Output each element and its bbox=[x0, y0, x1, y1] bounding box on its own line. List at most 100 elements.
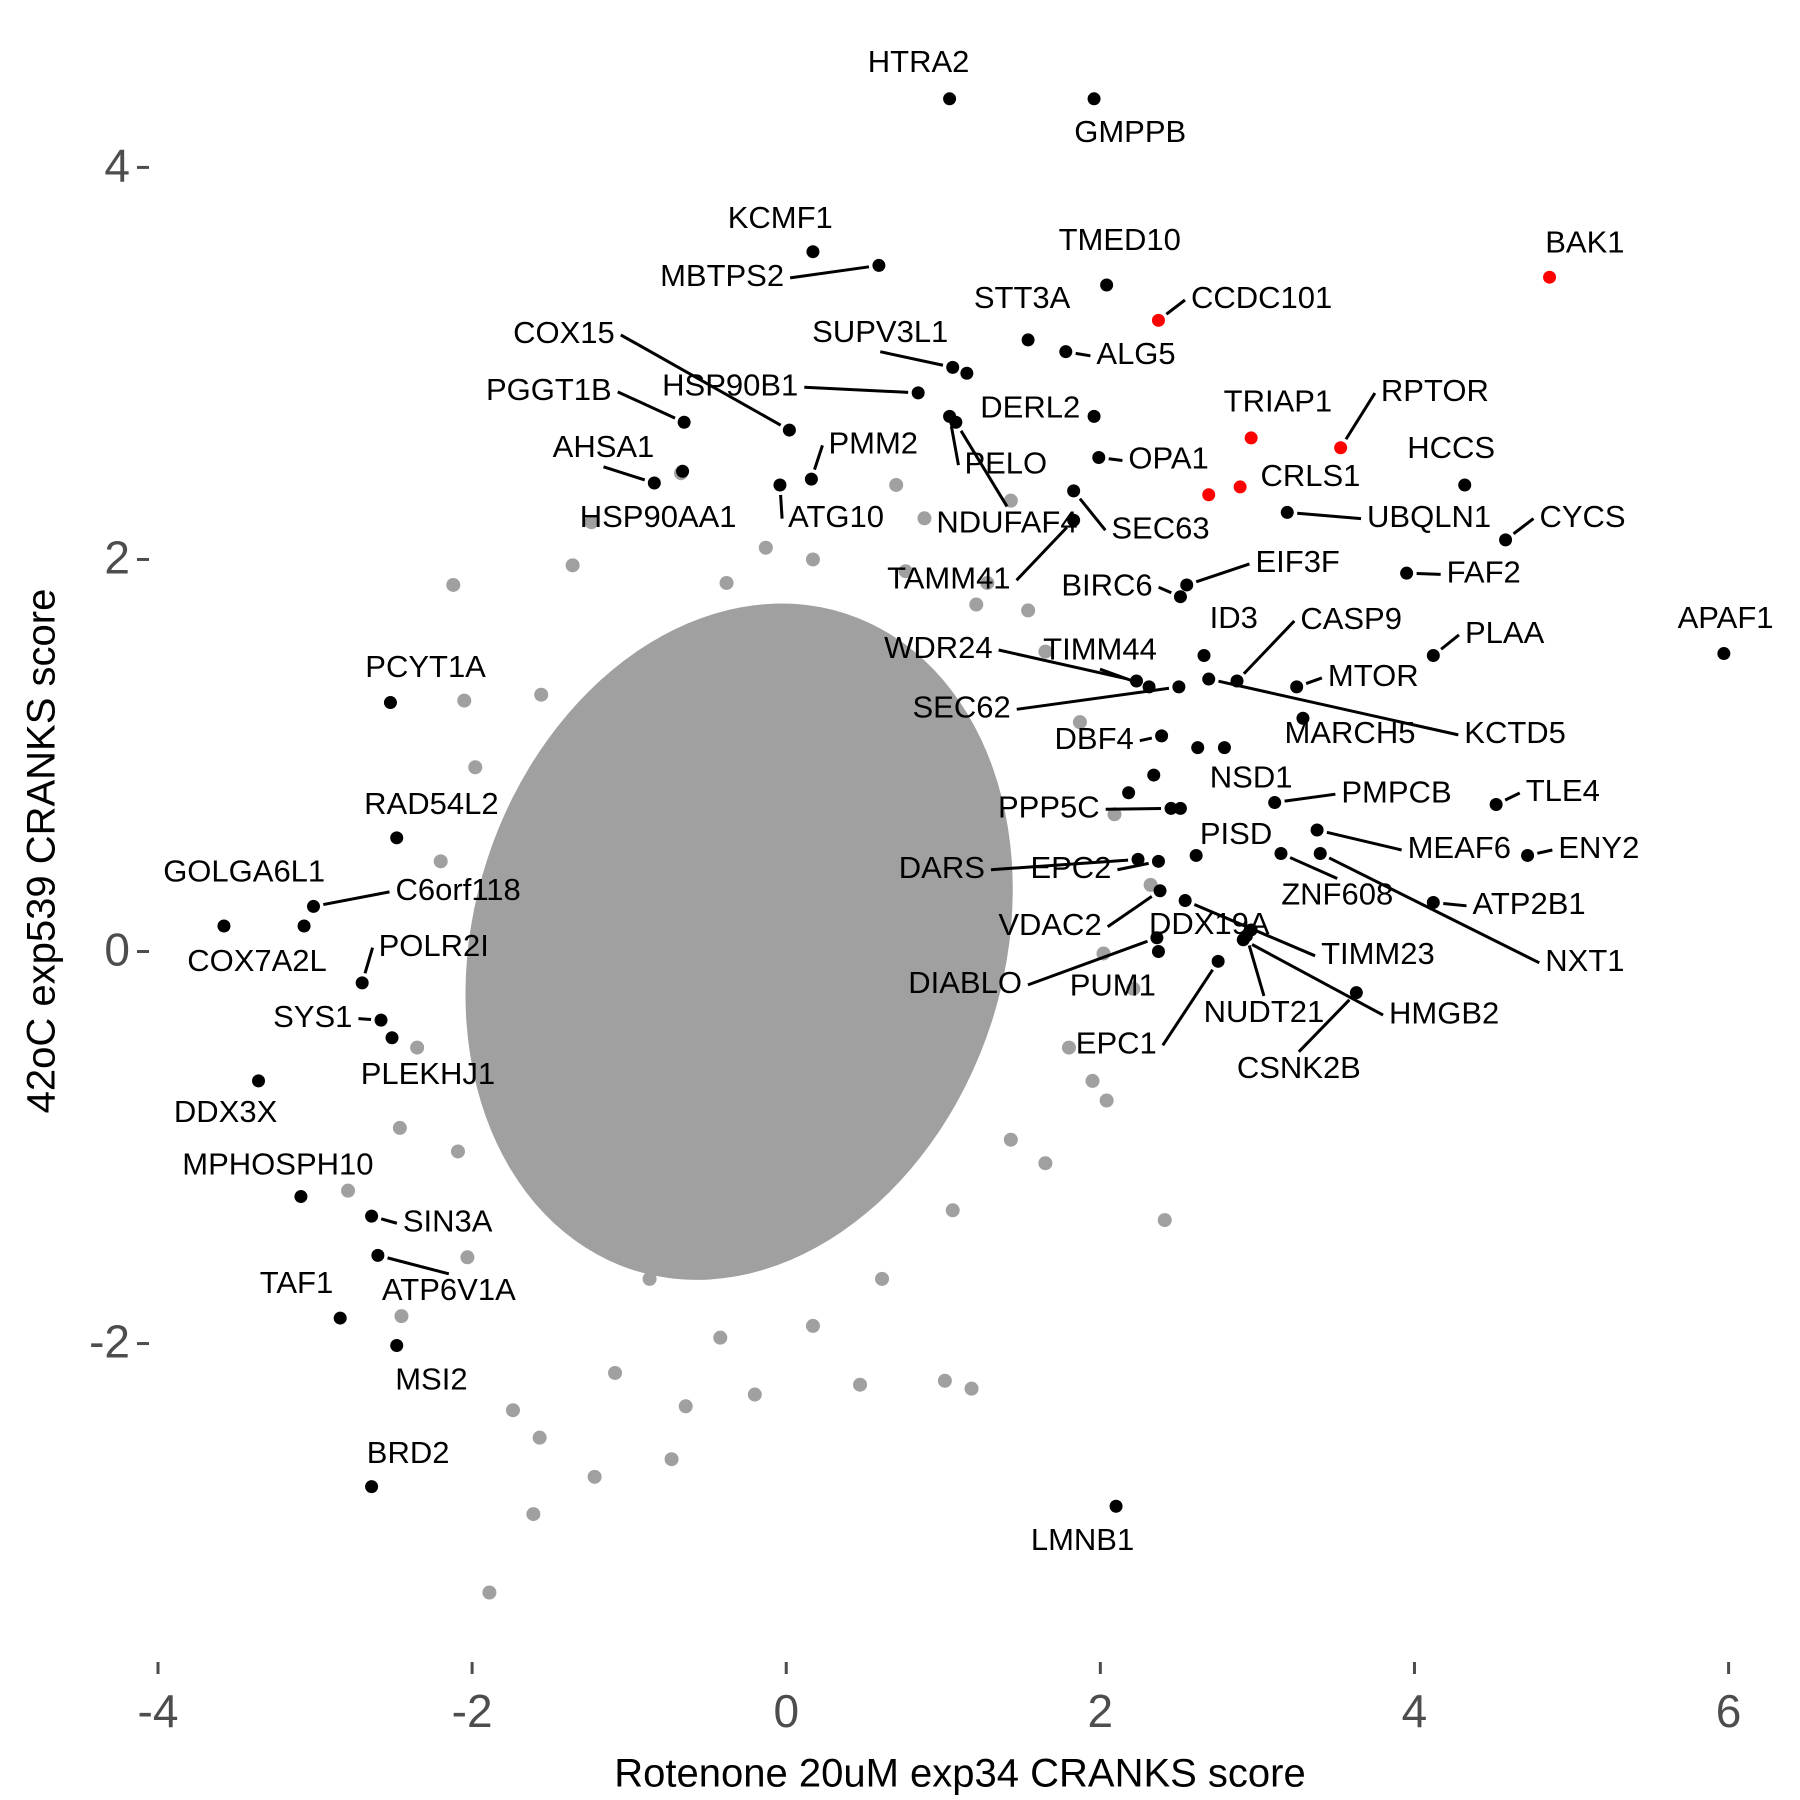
highlight-point bbox=[676, 464, 690, 478]
background-point bbox=[482, 1585, 497, 1600]
x-axis-title: Rotenone 20uM exp34 CRANKS score bbox=[614, 1752, 1305, 1796]
highlight-point bbox=[1426, 896, 1440, 910]
highlight-point bbox=[1521, 848, 1535, 862]
leader-line bbox=[1078, 497, 1107, 532]
point-label: ATG10 bbox=[788, 499, 884, 534]
leader-line bbox=[1536, 848, 1553, 855]
highlight-point bbox=[1334, 441, 1348, 455]
leader-line bbox=[1416, 572, 1441, 576]
leader-line bbox=[1297, 511, 1362, 521]
leader-line bbox=[1015, 526, 1068, 582]
background-point bbox=[853, 1377, 868, 1392]
background-point bbox=[758, 540, 773, 555]
leader-line bbox=[1016, 686, 1170, 711]
point-label: NDUFAF4 bbox=[936, 505, 1077, 540]
leader-line bbox=[789, 265, 870, 280]
leader-line bbox=[1251, 943, 1384, 1017]
point-label: SUPV3L1 bbox=[812, 314, 948, 349]
leader-line bbox=[959, 430, 1009, 508]
highlight-point bbox=[1217, 741, 1231, 755]
background-point bbox=[410, 1040, 425, 1055]
point-label: TRIAP1 bbox=[1224, 384, 1333, 419]
point-label: HMGB2 bbox=[1389, 995, 1499, 1030]
point-label: PMM2 bbox=[828, 426, 918, 461]
background-point bbox=[937, 1373, 952, 1388]
point-label: HCCS bbox=[1407, 430, 1495, 465]
point-label: DDX3X bbox=[174, 1094, 278, 1129]
background-point bbox=[1107, 807, 1122, 822]
highlight-point bbox=[385, 1031, 399, 1045]
point-label: MSI2 bbox=[395, 1362, 467, 1397]
highlight-point bbox=[647, 476, 661, 490]
background-point bbox=[584, 515, 599, 530]
point-label: GOLGA6L1 bbox=[163, 853, 325, 888]
leader-line bbox=[804, 385, 909, 394]
background-point bbox=[341, 1183, 356, 1198]
point-label: MTOR bbox=[1328, 658, 1419, 693]
point-label: DARS bbox=[899, 850, 985, 885]
background-point bbox=[1061, 1040, 1076, 1055]
leader-line bbox=[1297, 998, 1351, 1053]
point-label: TIMM44 bbox=[1043, 631, 1157, 666]
highlight-point bbox=[1499, 533, 1513, 547]
point-label: AHSA1 bbox=[553, 429, 655, 464]
leader-line bbox=[1328, 856, 1540, 965]
point-label: NXT1 bbox=[1545, 943, 1624, 978]
highlight-point bbox=[677, 415, 691, 429]
point-label: NUDT21 bbox=[1204, 994, 1325, 1029]
point-label: RPTOR bbox=[1381, 373, 1489, 408]
highlight-point bbox=[1151, 945, 1165, 959]
leader-line bbox=[998, 648, 1128, 681]
highlight-point bbox=[1239, 929, 1253, 943]
highlight-point bbox=[1021, 333, 1035, 347]
highlight-point bbox=[1059, 345, 1073, 359]
point-label: SEC63 bbox=[1111, 510, 1209, 545]
point-label: ID3 bbox=[1210, 600, 1258, 635]
point-label: PISD bbox=[1200, 816, 1272, 851]
highlight-point bbox=[374, 1013, 388, 1027]
point-label: PPP5C bbox=[998, 789, 1100, 824]
highlight-point bbox=[949, 415, 963, 429]
point-label: EPC2 bbox=[1030, 850, 1111, 885]
leader-line bbox=[1305, 676, 1323, 685]
highlight-point bbox=[1310, 823, 1324, 837]
background-point bbox=[526, 830, 541, 845]
highlight-point bbox=[1173, 801, 1187, 815]
highlight-point bbox=[1067, 484, 1081, 498]
highlight-point bbox=[1067, 513, 1081, 527]
point-label: STT3A bbox=[974, 280, 1071, 315]
highlight-point bbox=[1280, 505, 1294, 519]
highlight-point bbox=[1087, 92, 1101, 106]
background-point bbox=[747, 1387, 762, 1402]
leader-line bbox=[1105, 807, 1162, 811]
point-label: VDAC2 bbox=[998, 907, 1101, 942]
point-label: POLR2I bbox=[379, 928, 489, 963]
highlight-point bbox=[371, 1248, 385, 1262]
highlight-point bbox=[1717, 647, 1731, 661]
background-point bbox=[460, 1250, 475, 1265]
background-point bbox=[392, 1120, 407, 1135]
highlight-point bbox=[1092, 451, 1106, 465]
background-point bbox=[534, 687, 549, 702]
background-point bbox=[642, 679, 657, 694]
point-label: BAK1 bbox=[1545, 224, 1624, 259]
background-point bbox=[642, 1271, 657, 1286]
background-point bbox=[1038, 644, 1053, 659]
highlight-point bbox=[1426, 649, 1440, 663]
highlight-point bbox=[1153, 884, 1167, 898]
background-point bbox=[433, 854, 448, 869]
point-label: MPHOSPH10 bbox=[182, 1146, 373, 1181]
point-label: C6orf118 bbox=[396, 872, 521, 907]
highlight-point bbox=[1122, 786, 1136, 800]
highlight-point bbox=[960, 366, 974, 380]
highlight-point bbox=[1129, 674, 1143, 688]
y-axis-title: 42oC exp539 CRANKS score bbox=[20, 589, 64, 1114]
background-point bbox=[945, 1203, 960, 1218]
x-tick-label: 6 bbox=[1716, 1685, 1742, 1737]
highlight-point bbox=[1211, 954, 1225, 968]
point-label: SIN3A bbox=[403, 1203, 493, 1238]
leader-line bbox=[879, 350, 944, 367]
point-label: APAF1 bbox=[1678, 600, 1774, 635]
leader-line bbox=[1108, 457, 1123, 462]
background-point bbox=[964, 1381, 979, 1396]
